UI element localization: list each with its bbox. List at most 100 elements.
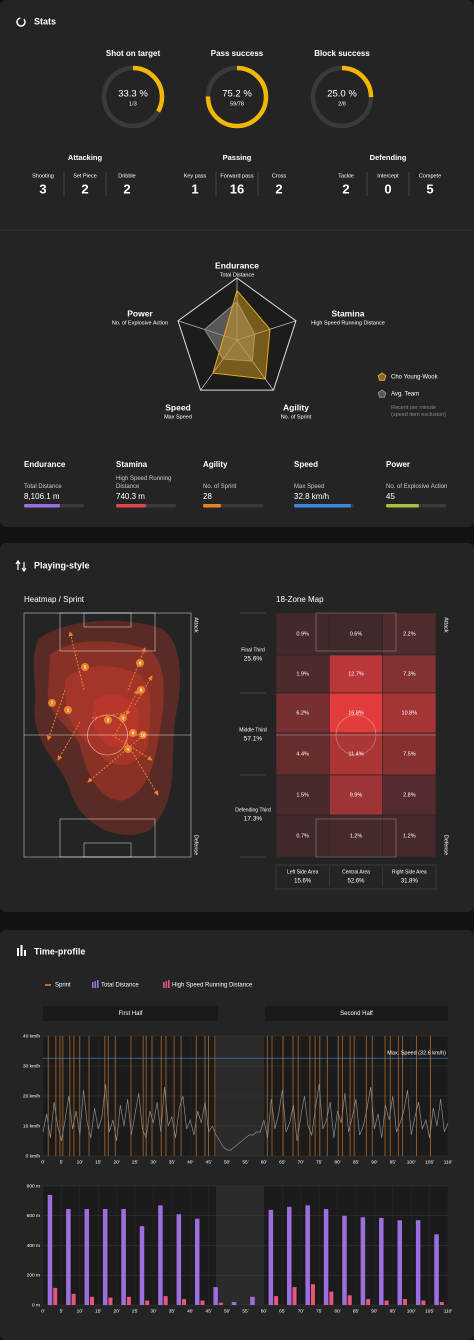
sprint-number: 5 — [84, 664, 87, 669]
legend-icon — [377, 372, 387, 381]
distance-bar — [90, 1296, 95, 1305]
pitch-box — [315, 612, 397, 652]
distance-bar — [384, 1300, 389, 1305]
sprint-marker — [137, 686, 145, 694]
ring-title: Pass success — [211, 49, 264, 58]
panel-title: Heatmap / Sprint — [24, 595, 85, 604]
ring-detail: 1/3 — [129, 101, 137, 107]
distance-bar — [342, 1215, 347, 1305]
x-tick-label: 20' — [114, 1308, 120, 1314]
x-tick-label: 25' — [132, 1308, 138, 1314]
stat-label: Key pass — [184, 173, 207, 179]
distance-bar — [310, 1284, 315, 1305]
area-name: Left Side Area — [287, 869, 319, 875]
third-value: 57.1% — [244, 736, 263, 743]
x-tick-label: 30' — [150, 1308, 156, 1314]
distance-bar — [194, 1218, 200, 1305]
x-tick-label: 100' — [407, 1308, 416, 1314]
ring-title: Shot on target — [106, 49, 161, 58]
legend-label: Cho Young-Wook — [391, 375, 439, 381]
zone-label: 0.9% — [296, 631, 309, 637]
x-tick-label: 5' — [60, 1159, 64, 1165]
sprint-number: 9 — [132, 730, 135, 735]
metric-value: 45 — [386, 492, 395, 501]
zone-label: 7.5% — [403, 751, 416, 757]
x-tick-label: 60' — [261, 1159, 267, 1165]
stat-label: Dribble — [118, 173, 135, 179]
distance-bar — [415, 1220, 421, 1305]
distance-bar — [176, 1214, 182, 1305]
legend-label: High Speed Running Distance — [172, 983, 253, 989]
distance-bar — [434, 1234, 439, 1305]
y-tick-label: 0 km/h — [26, 1153, 41, 1159]
x-tick-label: 105' — [425, 1308, 434, 1314]
distance-bar — [102, 1209, 108, 1305]
ring-arc — [101, 65, 165, 129]
metric-bar — [203, 504, 221, 508]
zone-cell — [328, 654, 383, 694]
distance-bar — [121, 1209, 126, 1305]
x-tick-label: 55' — [242, 1159, 248, 1165]
distance-bar — [360, 1217, 366, 1305]
zone-label: 2.8% — [403, 792, 416, 798]
radar-axis-metric: No. of Sprint — [281, 414, 312, 420]
y-tick-label: 20 km/h — [23, 1093, 40, 1099]
side-label: Attack — [443, 617, 449, 633]
x-tick-label: 25' — [132, 1159, 138, 1165]
sprint-number: 2 — [107, 717, 110, 722]
sprint-marker — [48, 699, 56, 707]
distance-bar — [84, 1209, 90, 1305]
legend-label: Avg. Team — [391, 392, 419, 398]
half-label: First Half — [119, 1011, 143, 1017]
third-value: 17.3% — [244, 816, 263, 823]
distance-bar — [53, 1287, 58, 1305]
metric-name: Speed — [294, 460, 319, 469]
half-header — [265, 1006, 448, 1021]
metric-name: Stamina — [116, 460, 148, 469]
zone-label: 10.8% — [402, 710, 418, 716]
group-title: Passing — [223, 153, 252, 162]
side-label: Attack — [193, 617, 199, 633]
sprint-arrow — [57, 721, 81, 761]
radar-note: Recent per minute (speed item exclusion) — [391, 405, 447, 418]
distance-bar — [402, 1299, 407, 1305]
x-tick-label: 75' — [316, 1308, 322, 1314]
max-speed-label: Max. Speed (32.6 km/h) — [387, 1051, 446, 1057]
third-value: 25.6% — [244, 656, 263, 663]
stat-label: Compete — [419, 173, 441, 179]
zone-cell — [275, 732, 330, 776]
distance-bar — [379, 1217, 384, 1305]
sprint-arrow — [68, 631, 85, 691]
legend-swatch — [94, 981, 97, 988]
sprint-marker — [139, 731, 147, 739]
x-tick-label: 70' — [298, 1308, 304, 1314]
x-tick-label: 80' — [334, 1308, 340, 1314]
half-header — [43, 1006, 218, 1021]
distance-bar — [218, 1302, 223, 1305]
distance-bar — [231, 1302, 237, 1305]
stat-label: Intercept — [377, 173, 399, 179]
pitch-box — [315, 818, 397, 858]
distance-bar — [126, 1296, 131, 1305]
distance-bar — [158, 1205, 163, 1305]
group-title: Attacking — [68, 153, 103, 162]
metric-name: Endurance — [24, 460, 66, 469]
sprint-marker — [129, 729, 137, 737]
third-name: Defending Third — [235, 807, 271, 813]
x-tick-label: 0' — [41, 1159, 45, 1165]
x-tick-label: 15' — [95, 1159, 101, 1165]
y-tick-label: 800 m — [27, 1183, 40, 1189]
radar-axis-name: Speed — [165, 402, 191, 412]
zone-label: 7.3% — [403, 671, 416, 677]
distance-bar — [250, 1296, 255, 1305]
metric-label: Total Distance — [24, 484, 62, 490]
group-title: Defending — [370, 153, 407, 162]
distance-bar — [274, 1296, 279, 1305]
zone-label: 0.7% — [296, 833, 309, 839]
half-label: Second Half — [340, 1011, 373, 1017]
distance-bar — [305, 1205, 310, 1305]
distance-bar — [421, 1300, 426, 1305]
stat-value: 5 — [426, 181, 433, 196]
sprint-number: 10 — [140, 732, 146, 737]
